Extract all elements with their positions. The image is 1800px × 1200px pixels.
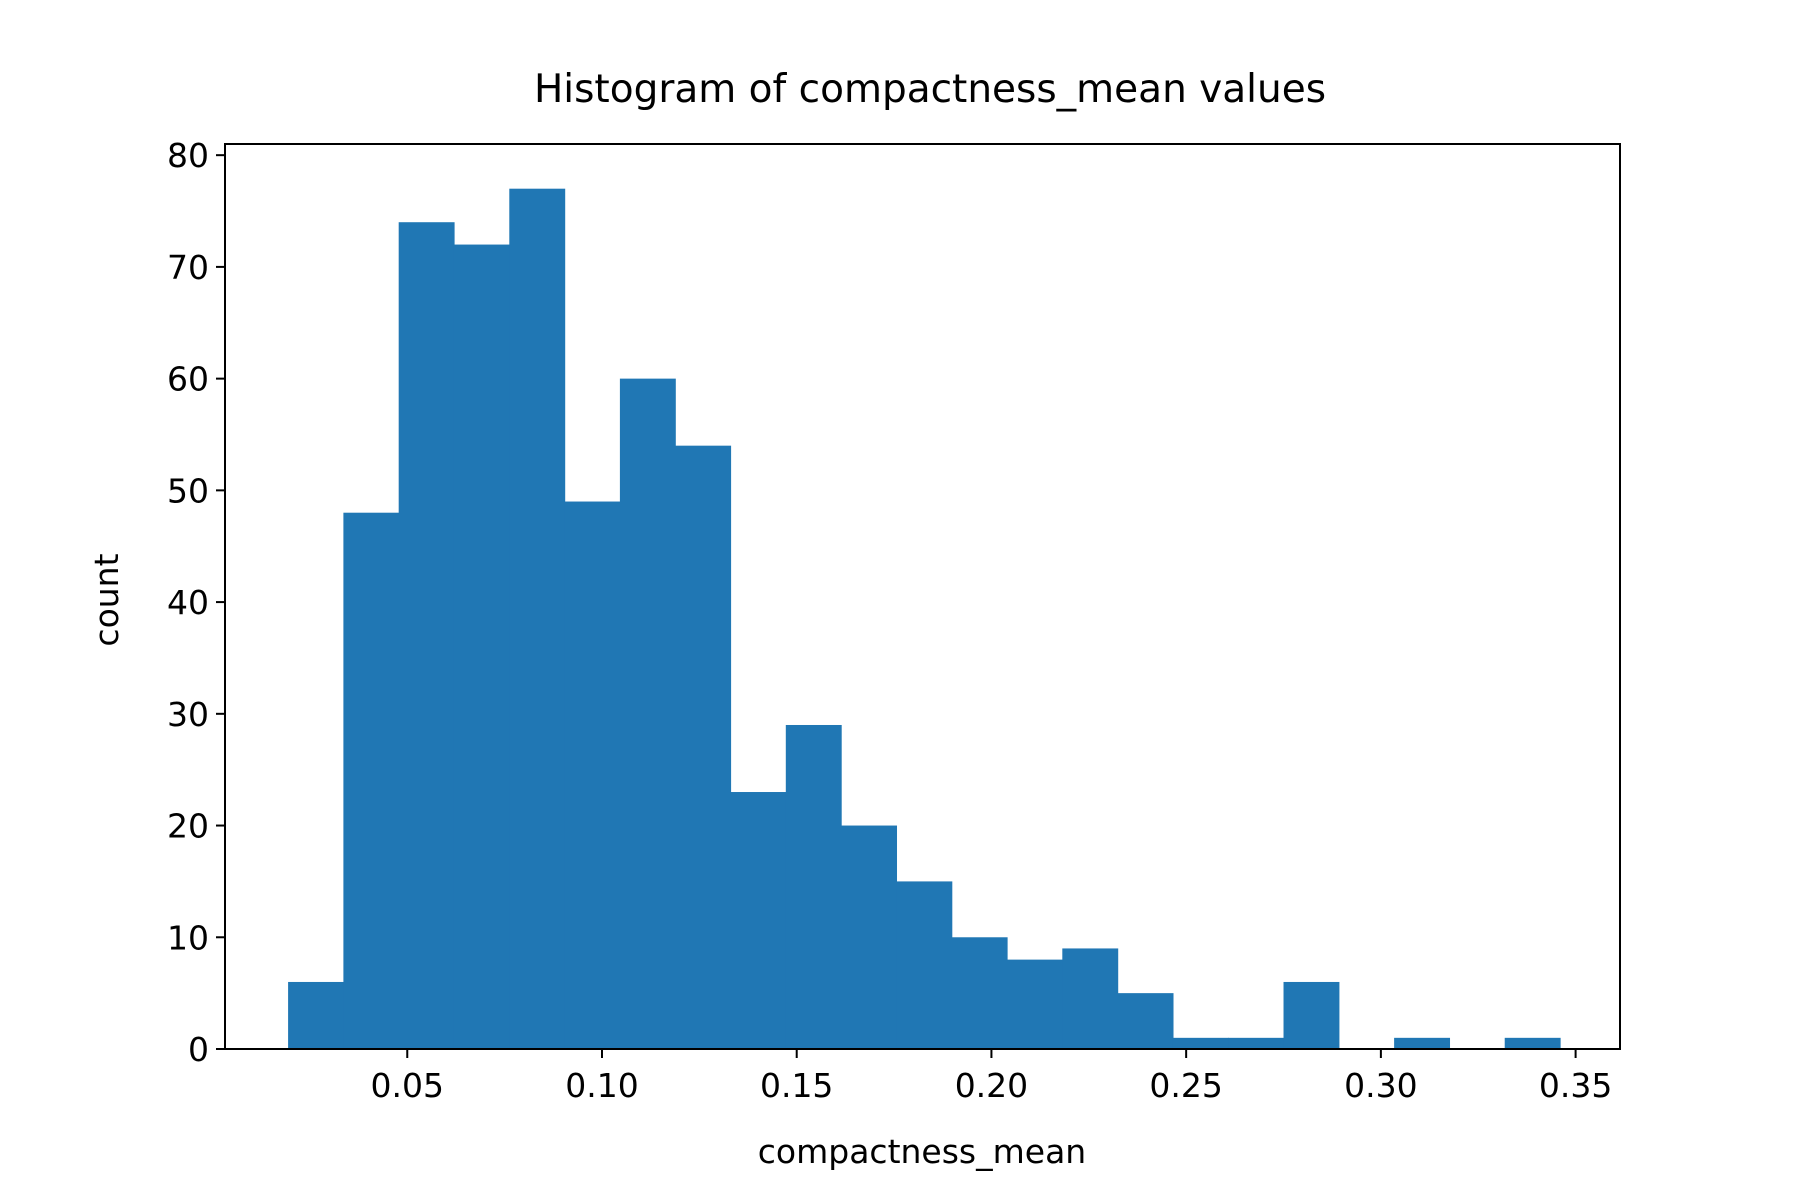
y-tick-label: 60 [167, 360, 209, 399]
histogram-bar [564, 501, 621, 1049]
y-axis-title: count [87, 553, 126, 646]
x-tick-label: 0.25 [1149, 1066, 1222, 1105]
x-axis-title: compactness_mean [758, 1132, 1086, 1171]
histogram-bar [1117, 993, 1174, 1049]
histogram-bar [1007, 959, 1063, 1049]
chart-title: Histogram of compactness_mean values [534, 67, 1326, 112]
y-tick-label: 10 [167, 918, 209, 957]
y-tick-label: 40 [167, 583, 209, 622]
histogram-bar [1172, 1037, 1229, 1049]
x-tick-label: 0.35 [1539, 1066, 1612, 1105]
histogram-bar [288, 981, 344, 1049]
x-tick-label: 0.30 [1344, 1066, 1417, 1105]
histogram-bar [1504, 1037, 1561, 1049]
x-axis-ticks: 0.05 0.10 0.15 0.20 0.25 0.30 0.35 [371, 1049, 1612, 1105]
y-tick-label: 30 [167, 695, 209, 734]
histogram-bar [1228, 1037, 1285, 1049]
histogram-bar [453, 244, 510, 1049]
histogram-bar [896, 881, 953, 1049]
histogram-bar [675, 445, 732, 1049]
x-tick-label: 0.05 [371, 1066, 444, 1105]
y-tick-label: 80 [167, 136, 209, 175]
histogram-bar [398, 222, 455, 1049]
histogram-bar [841, 825, 898, 1049]
y-tick-label: 70 [167, 248, 209, 287]
histogram-bar [619, 378, 676, 1049]
histogram-bar [785, 724, 842, 1049]
histogram-bar [1394, 1037, 1451, 1049]
x-tick-label: 0.20 [955, 1066, 1028, 1105]
y-tick-label: 0 [188, 1030, 209, 1069]
y-tick-label: 20 [167, 807, 209, 846]
histogram-bar [951, 937, 1008, 1049]
plot-frame [224, 143, 1621, 1050]
histogram-bar [730, 792, 787, 1049]
y-tick-label: 50 [167, 471, 209, 510]
bars-group [288, 188, 1561, 1049]
x-tick-label: 0.10 [565, 1066, 638, 1105]
histogram-bar [509, 188, 566, 1049]
x-tick-label: 0.15 [760, 1066, 833, 1105]
y-axis-ticks: 0 10 20 30 40 50 60 70 80 [167, 136, 225, 1069]
histogram-bar [1062, 948, 1119, 1049]
histogram-bar [343, 512, 400, 1049]
histogram-bar [1283, 981, 1340, 1049]
